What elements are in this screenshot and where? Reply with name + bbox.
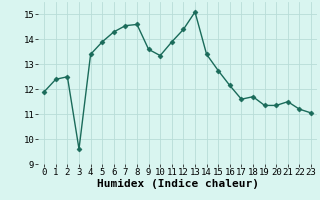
- X-axis label: Humidex (Indice chaleur): Humidex (Indice chaleur): [97, 179, 259, 189]
